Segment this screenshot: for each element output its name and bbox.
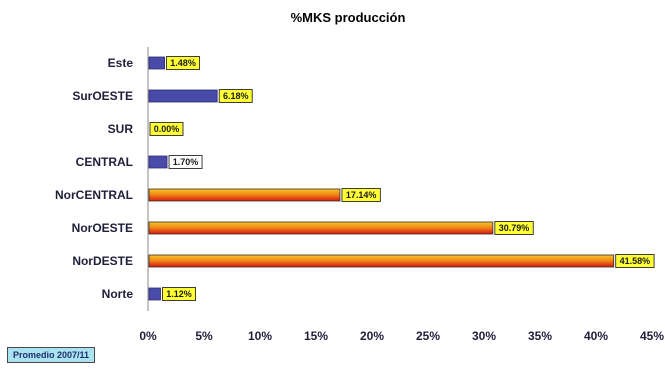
category-label: SurOESTE (72, 89, 133, 103)
x-tick-label: 30% (472, 329, 496, 343)
category-label: SUR (108, 122, 134, 136)
x-tick-label: 0% (139, 329, 157, 343)
data-label: 1.48% (170, 58, 196, 68)
data-label: 1.70% (173, 157, 199, 167)
data-label-box (494, 221, 534, 235)
x-tick-label: 25% (416, 329, 440, 343)
bar-suroeste (148, 89, 218, 103)
data-label-box (615, 254, 655, 268)
data-label-box (341, 188, 381, 202)
data-label: 1.12% (166, 289, 192, 299)
x-tick-label: 5% (195, 329, 213, 343)
x-tick-label: 10% (248, 329, 272, 343)
data-label-box (149, 122, 184, 136)
x-tick-label: 45% (640, 329, 664, 343)
chart-title: %MKS producción (291, 10, 406, 25)
data-label: 6.18% (223, 91, 249, 101)
bar-norte (148, 287, 161, 301)
bar-norcentral (148, 188, 341, 202)
category-label: Este (108, 56, 134, 70)
category-label: Norte (102, 287, 134, 301)
data-label-box (166, 56, 201, 70)
category-label: NorOESTE (72, 221, 133, 235)
category-label: CENTRAL (76, 155, 133, 169)
x-tick-label: 20% (360, 329, 384, 343)
data-label-box (218, 89, 253, 103)
bar-noroeste (148, 221, 494, 235)
data-label: 0.00% (154, 124, 180, 134)
category-label: NorCENTRAL (55, 188, 133, 202)
data-label-box (162, 287, 196, 301)
bar-nordeste (148, 254, 615, 268)
data-label: 30.79% (499, 223, 530, 233)
category-label: NorDESTE (72, 254, 133, 268)
x-tick-label: 15% (304, 329, 328, 343)
x-tick-label: 35% (528, 329, 552, 343)
data-label: 17.14% (346, 190, 377, 200)
bar-este (148, 56, 165, 70)
bar-central (148, 155, 168, 169)
period-note: Promedio 2007/11 (7, 347, 96, 363)
x-tick-label: 40% (584, 329, 608, 343)
data-label: 41.58% (620, 256, 651, 266)
data-label-box (168, 155, 203, 169)
